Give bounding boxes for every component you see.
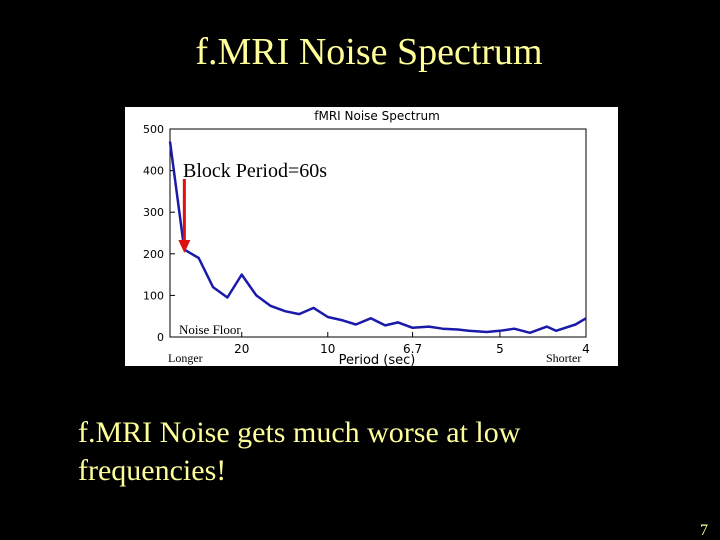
y-tick-label: 500: [143, 123, 164, 136]
caption-line-1: f.MRI Noise gets much worse at low: [78, 416, 521, 449]
x-axis: 20 10 6.7 5 4: [234, 332, 590, 356]
x-axis-label: Period (sec): [339, 353, 416, 366]
slide-number: 7: [700, 522, 708, 539]
chart-title: fMRI Noise Spectrum: [314, 109, 440, 123]
y-tick-label: 400: [143, 165, 164, 178]
x-tick-label: 4: [582, 342, 590, 356]
y-tick-label: 300: [143, 206, 164, 219]
x-tick-label: 10: [320, 342, 335, 356]
caption-line-2: frequencies!: [78, 454, 227, 487]
chart-svg: fMRI Noise Spectrum 0 100 200 300 400 500 20 1…: [143, 109, 590, 366]
plot-frame: [169, 128, 587, 338]
slide-title: f.MRI Noise Spectrum: [195, 31, 543, 73]
y-tick-label: 200: [143, 248, 164, 261]
y-axis: 0 100 200 300 400 500: [143, 123, 175, 344]
y-tick-label: 0: [157, 331, 164, 344]
annotation-block-period: Block Period=60s: [183, 160, 327, 182]
x-tick-label: 6.7: [403, 342, 422, 356]
annotation-shorter: Shorter: [546, 351, 581, 365]
caption: f.MRI Noise gets much worse at low frequ…: [78, 414, 638, 490]
series-line: [168, 141, 587, 335]
annotation-arrowhead: [178, 240, 191, 253]
y-tick-label: 100: [143, 289, 164, 302]
chart: fMRI Noise Spectrum 0 100 200 300 400 500 20 1…: [125, 107, 618, 366]
x-tick-label: 5: [496, 342, 504, 356]
annotation-noise-floor: Noise Floor: [179, 322, 241, 337]
x-tick-label: 20: [234, 342, 249, 356]
annotation-longer: Longer: [168, 351, 203, 365]
